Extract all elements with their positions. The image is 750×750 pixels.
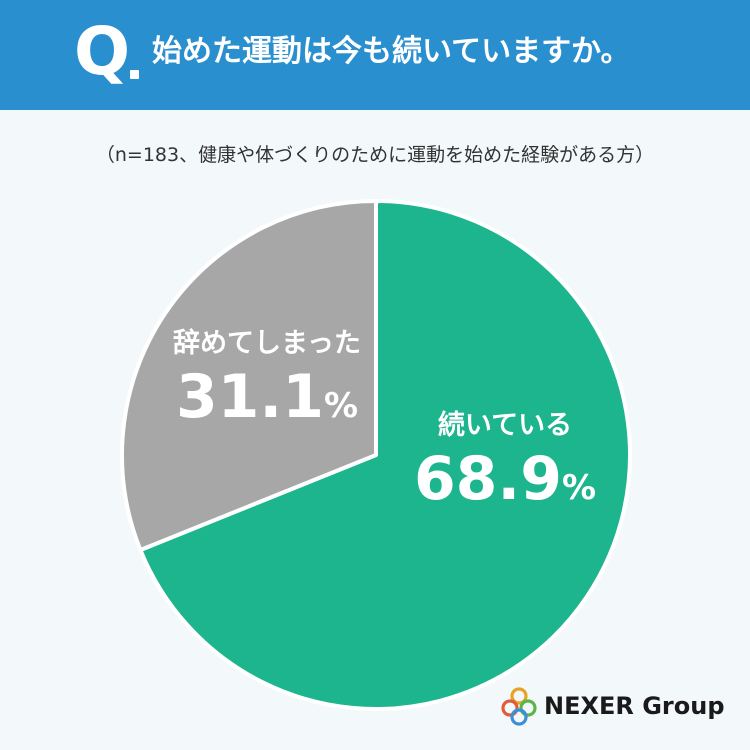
label-quit-value: 31.1 (175, 362, 324, 432)
logo-text: NEXER Group (544, 692, 725, 720)
sample-note: （n=183、健康や体づくりのために運動を始めた経験がある方） (95, 144, 655, 166)
label-continuing-value: 68.9 (413, 444, 562, 514)
logo-ring-left (501, 699, 519, 717)
pie-slice-continuing (138, 199, 632, 711)
label-continuing-unit: % (561, 468, 597, 508)
q-mark: Q (74, 13, 131, 90)
label-quit-unit: % (323, 386, 359, 426)
nexer-rings-icon (501, 687, 537, 726)
label-continuing-pct: 68.9% (390, 444, 620, 523)
logo-ring-bottom (510, 708, 528, 726)
label-quit: 辞めてしまった 31.1% (152, 326, 382, 441)
logo-ring-top (510, 687, 528, 705)
pie-slice-quit (120, 199, 378, 552)
nexer-logo: NEXER Group (500, 684, 725, 728)
label-quit-name: 辞めてしまった (173, 328, 361, 359)
q-dot (130, 70, 139, 79)
header-banner: Q 始めた運動は今も続いていますか。 (0, 0, 750, 110)
label-quit-pct: 31.1% (152, 362, 382, 441)
label-continuing-name: 続いている (437, 410, 573, 441)
label-continuing: 続いている 68.9% (390, 408, 620, 523)
logo-ring-right (519, 699, 537, 717)
question-title: 始めた運動は今も続いていますか。 (152, 34, 631, 69)
